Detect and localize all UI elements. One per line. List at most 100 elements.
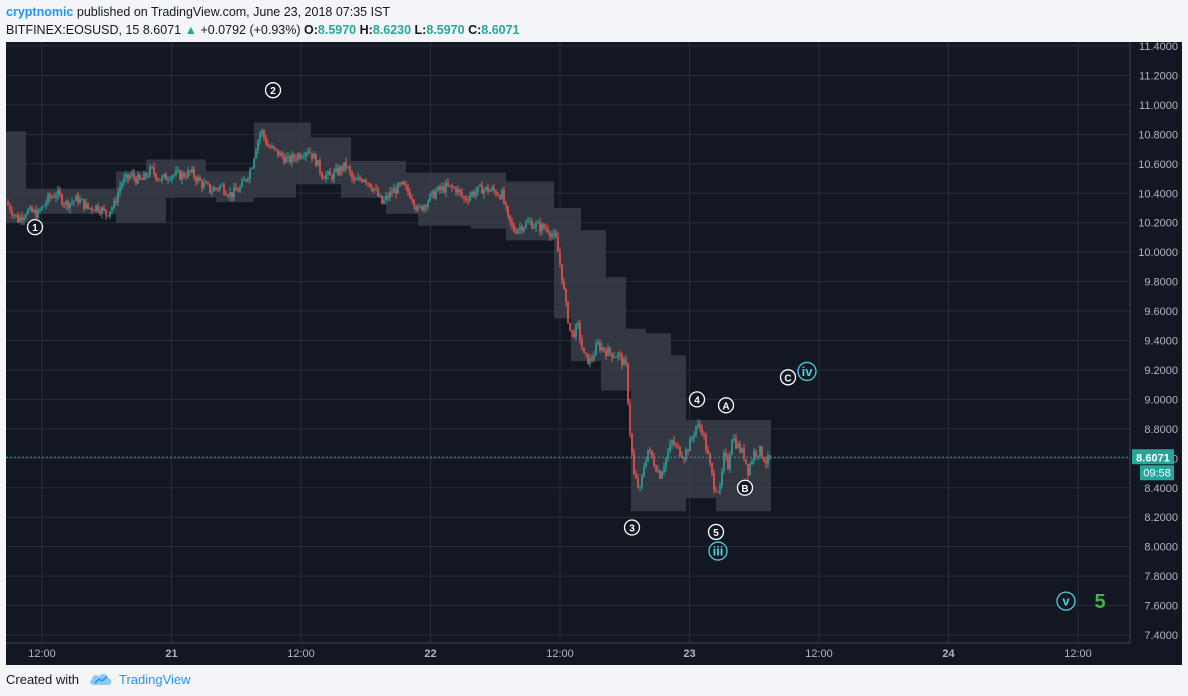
candle-body	[703, 433, 705, 436]
candle-body	[115, 200, 117, 203]
x-tick-label: 23	[683, 648, 695, 660]
candle-body	[653, 457, 655, 467]
candle-body	[549, 232, 551, 237]
candle-body	[235, 187, 237, 191]
candle-body	[477, 186, 479, 192]
high-label: H:	[359, 23, 373, 37]
candle-body	[237, 190, 239, 192]
open-label: O:	[304, 23, 318, 37]
candle-body	[39, 209, 41, 211]
candle-body	[303, 156, 305, 158]
candle-body	[65, 201, 67, 205]
candle-body	[271, 146, 273, 148]
candle-body	[621, 354, 623, 366]
candle-body	[161, 176, 163, 181]
candle-body	[279, 152, 281, 156]
candle-body	[465, 198, 467, 200]
candle-body	[195, 177, 197, 182]
candle-body	[453, 187, 455, 189]
triangle-up-icon: ▲	[184, 23, 197, 37]
candle-body	[567, 301, 569, 323]
open-value: 8.5970	[317, 23, 357, 37]
candle-body	[559, 252, 561, 265]
candle-body	[409, 192, 411, 199]
wave-marker-label: 4	[694, 395, 700, 406]
candle-body	[141, 179, 143, 181]
candle-body	[767, 455, 769, 464]
candle-body	[707, 450, 709, 454]
candle-body	[581, 339, 583, 348]
candle-body	[649, 449, 651, 451]
candle-body	[689, 439, 691, 452]
candle-body	[427, 201, 429, 208]
candle-body	[331, 175, 333, 180]
candle-body	[625, 359, 627, 364]
candle-body	[601, 347, 603, 351]
y-tick-label: 10.8000	[1138, 129, 1178, 141]
candle-body	[29, 206, 31, 210]
candle-body	[291, 154, 293, 163]
candle-body	[573, 332, 575, 337]
candle-body	[495, 190, 497, 195]
candle-body	[173, 174, 175, 176]
candle-body	[153, 167, 155, 174]
candle-body	[209, 184, 211, 193]
candle-body	[25, 214, 27, 218]
candle-body	[215, 187, 217, 189]
candle-body	[741, 448, 743, 452]
candle-body	[727, 456, 729, 469]
author-link[interactable]: cryptnomic	[6, 5, 74, 19]
candle-body	[693, 434, 695, 438]
low-label: L:	[414, 23, 427, 37]
close-value: 8.6071	[481, 23, 520, 37]
y-tick-label: 7.8000	[1144, 571, 1178, 583]
candle-body	[753, 450, 755, 461]
candle-body	[569, 322, 571, 331]
candle-body	[311, 153, 313, 159]
wave-marker-label: 3	[629, 524, 635, 535]
candle-body	[265, 137, 267, 145]
candle-body	[541, 224, 543, 232]
x-tick-label: 21	[165, 648, 177, 660]
candle-body	[175, 170, 177, 175]
candle-body	[547, 228, 549, 233]
time-axis[interactable]: 12:00 21 12:00 22 12:00 23 12:00 24 12:00	[6, 642, 1130, 660]
y-tick-label: 10.4000	[1138, 188, 1178, 200]
candle-body	[365, 179, 367, 183]
candle-body	[53, 196, 55, 198]
candle-body	[421, 205, 423, 211]
price-change: +0.0792 (+0.93%)	[200, 23, 301, 37]
candle-body	[367, 182, 369, 184]
price-chart[interactable]: 11.4000 11.2000 11.0000 10.8000 10.6000 10.40…	[6, 42, 1182, 665]
candle-body	[299, 154, 301, 158]
candle-body	[641, 475, 643, 487]
candle-body	[7, 202, 9, 206]
candle-body	[529, 221, 531, 223]
candle-body	[663, 466, 665, 473]
candle-body	[449, 185, 451, 187]
candle-body	[737, 443, 739, 448]
candle-body	[45, 202, 47, 206]
candle-body	[543, 224, 545, 229]
candle-body	[597, 342, 599, 345]
candle-body	[167, 179, 169, 181]
candle-body	[411, 198, 413, 200]
price-axis-background	[1130, 42, 1182, 643]
candle-body	[735, 438, 737, 448]
created-with-label: Created with	[6, 671, 79, 687]
candle-body	[591, 358, 593, 360]
candle-body	[123, 177, 125, 184]
candle-body	[145, 173, 147, 177]
candle-body	[49, 194, 51, 198]
tradingview-link[interactable]: TradingView	[89, 672, 191, 687]
candle-body	[213, 187, 215, 192]
x-tick-label: 12:00	[546, 648, 574, 660]
candle-body	[379, 195, 381, 197]
candle-body	[733, 438, 735, 441]
y-tick-label: 11.2000	[1139, 70, 1178, 82]
candle-body	[293, 154, 295, 159]
candle-body	[485, 186, 487, 190]
candle-body	[747, 463, 749, 475]
candle-body	[335, 167, 337, 172]
candle-body	[435, 190, 437, 199]
